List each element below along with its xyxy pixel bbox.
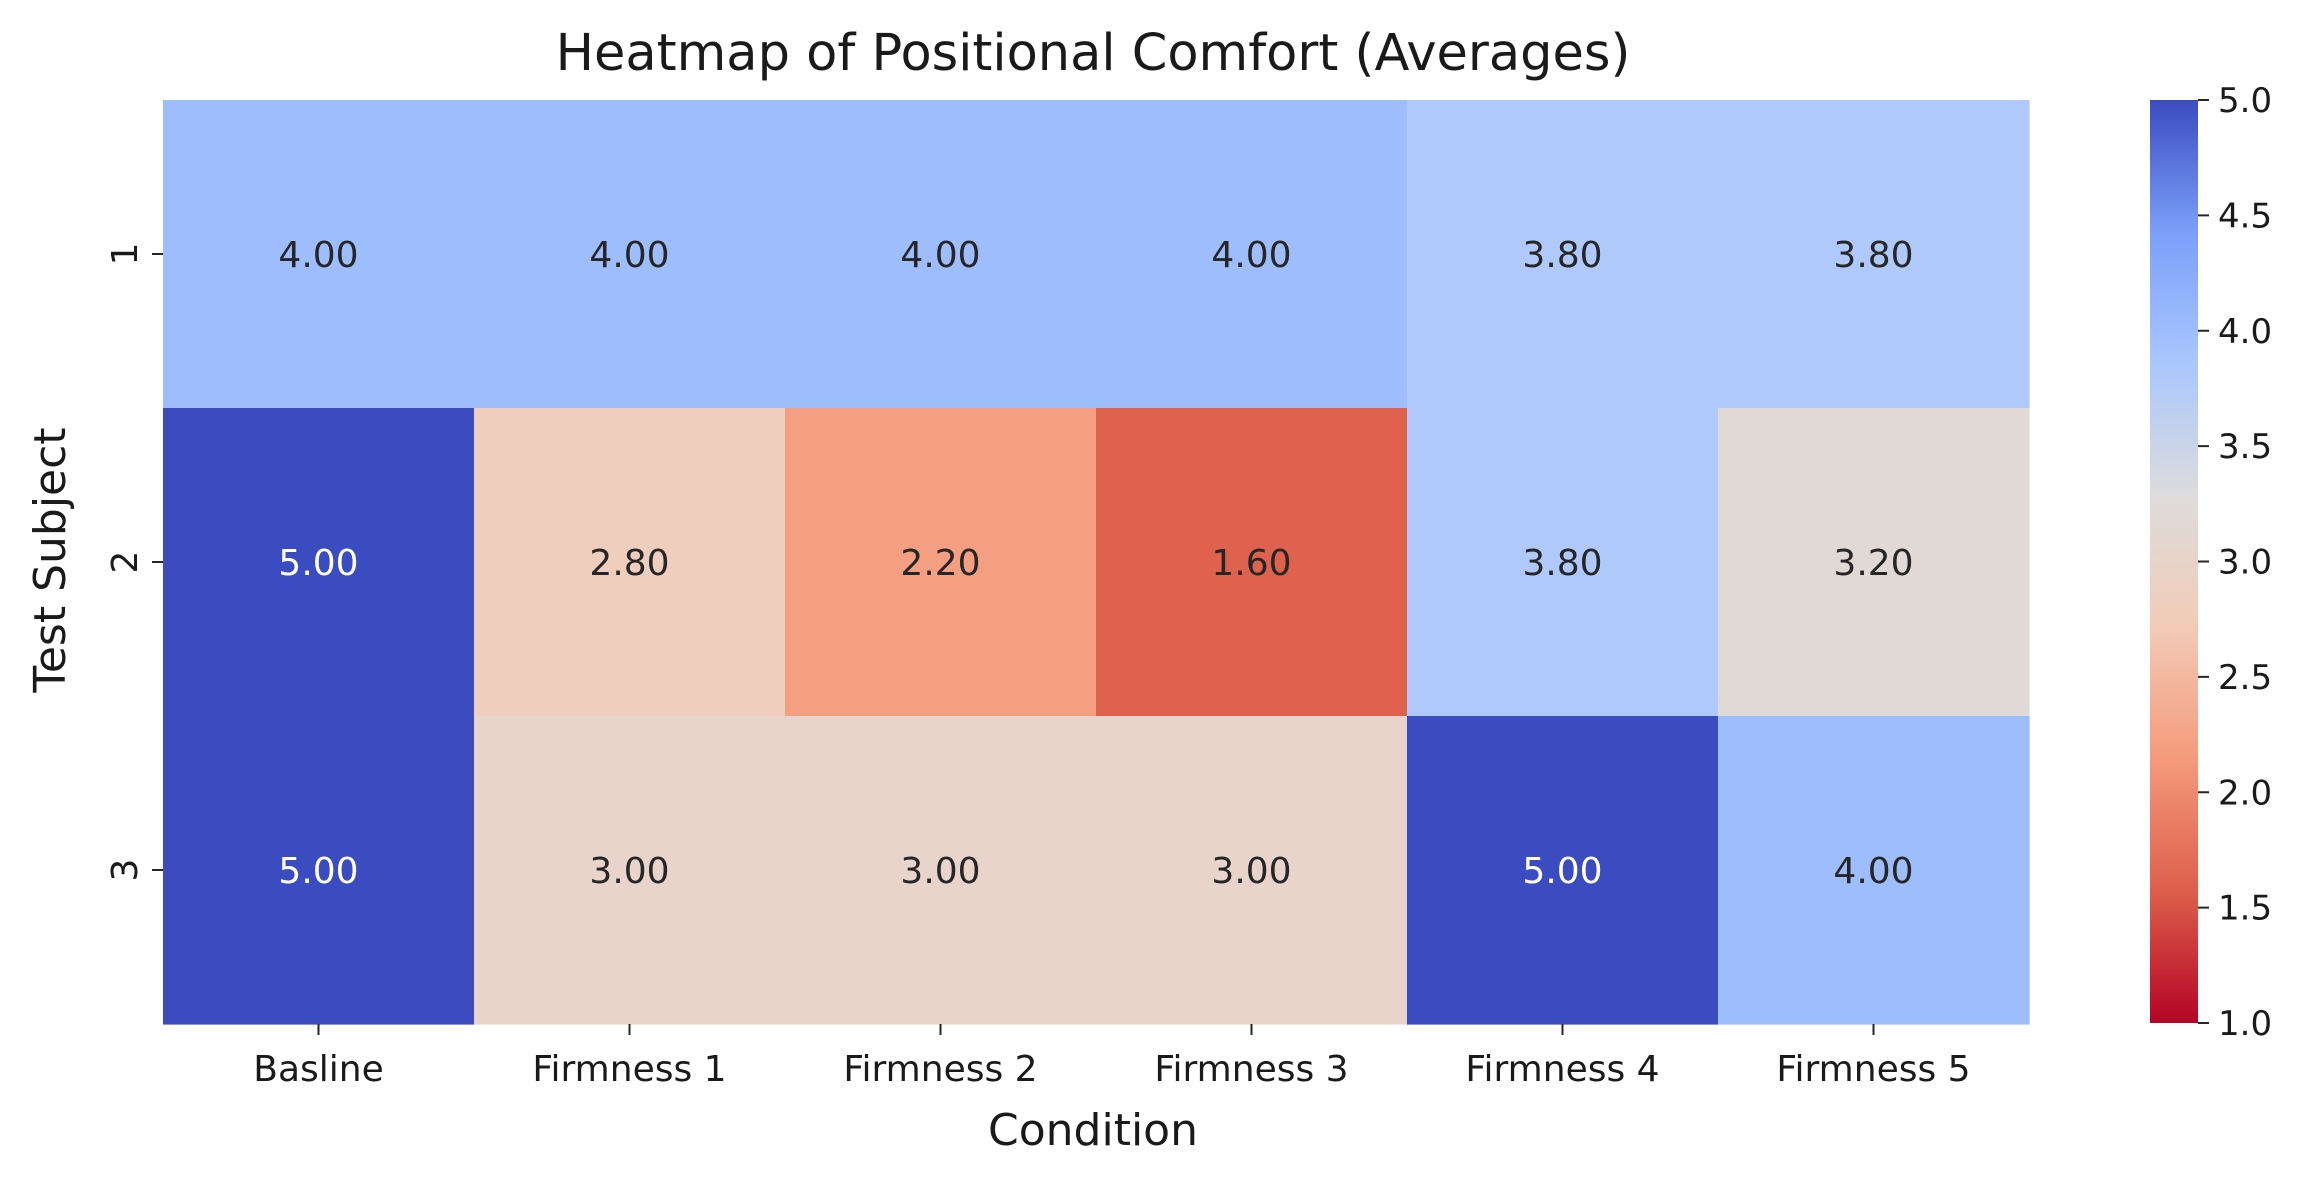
colorbar-tick-label: 3.5 [2218,427,2272,467]
y-tick-label: 3 [105,859,146,882]
colorbar-tick-label: 3.0 [2218,543,2272,583]
cell-value-label: 3.80 [1522,543,1602,584]
heatmap-cells [163,100,2030,1025]
heatmap-cell [1096,716,1408,1025]
cell-value-label: 2.80 [589,543,669,584]
heatmap-cell [474,408,786,717]
colorbar-tick-label: 1.0 [2218,1004,2272,1044]
cell-value-label: 3.00 [1211,851,1291,892]
heatmap-cell [1718,408,2030,717]
colorbar-tick-label: 1.5 [2218,889,2272,929]
heatmap-cell [163,100,475,409]
x-tick-label: Firmness 4 [1465,1049,1659,1090]
y-axis-label: Test Subject [25,427,76,693]
colorbar-tick-label: 5.0 [2218,81,2272,121]
cell-value-label: 4.00 [1211,235,1291,276]
heatmap-cell [785,100,1097,409]
colorbar: 1.0 1.5 2.0 2.5 3.0 3.5 4.0 4.5 5.0 [2150,81,2272,1044]
x-tick-label: Firmness 3 [1154,1049,1348,1090]
cell-value-label: 3.80 [1833,235,1913,276]
heatmap-cell [163,408,475,717]
heatmap-cell [1718,716,2030,1025]
heatmap-cell [1096,100,1408,409]
cell-value-label: 4.00 [900,235,980,276]
heatmap-cell [785,408,1097,717]
colorbar-tick-label: 4.5 [2218,196,2272,236]
cell-value-label: 1.60 [1211,543,1291,584]
cell-value-label: 4.00 [589,235,669,276]
x-axis-label: Condition [988,1105,1198,1156]
chart-title: Heatmap of Positional Comfort (Averages) [556,24,1631,83]
heatmap-cell [1407,408,1719,717]
y-axis: 1 2 3 [105,243,163,882]
colorbar-tick-label: 2.5 [2218,658,2272,698]
cell-value-label: 5.00 [278,851,358,892]
heatmap-cell [785,716,1097,1025]
heatmap-cell [1407,100,1719,409]
cell-value-label: 3.00 [900,851,980,892]
x-tick-label: Firmness 2 [843,1049,1037,1090]
cell-value-label: 3.00 [589,851,669,892]
cell-value-label: 4.00 [1833,851,1913,892]
heatmap-cell [163,716,475,1025]
heatmap-cell [1096,408,1408,717]
y-tick-label: 1 [105,243,146,266]
cell-value-label: 2.20 [900,543,980,584]
cell-value-label: 5.00 [1522,851,1602,892]
colorbar-tick-label: 4.0 [2218,312,2272,352]
cell-value-label: 5.00 [278,543,358,584]
heatmap-cell [1718,100,2030,409]
x-tick-label: Basline [253,1049,383,1090]
x-tick-label: Firmness 5 [1776,1049,1970,1090]
y-tick-label: 2 [105,551,146,574]
colorbar-gradient [2150,100,2198,1023]
x-tick-label: Firmness 1 [532,1049,726,1090]
cell-value-labels: 4.00 4.00 4.00 4.00 3.80 3.80 5.00 2.80 2.20 1.60… [278,235,1913,892]
x-axis: Basline Firmness 1 Firmness 2 Firmness 3 Fir… [253,1024,1971,1090]
cell-value-label: 3.20 [1833,543,1913,584]
colorbar-tick-label: 2.0 [2218,773,2272,813]
heatmap-cell [474,100,786,409]
heatmap-cell [474,716,786,1025]
cell-value-label: 3.80 [1522,235,1602,276]
heatmap-cell [1407,716,1719,1025]
cell-value-label: 4.00 [278,235,358,276]
